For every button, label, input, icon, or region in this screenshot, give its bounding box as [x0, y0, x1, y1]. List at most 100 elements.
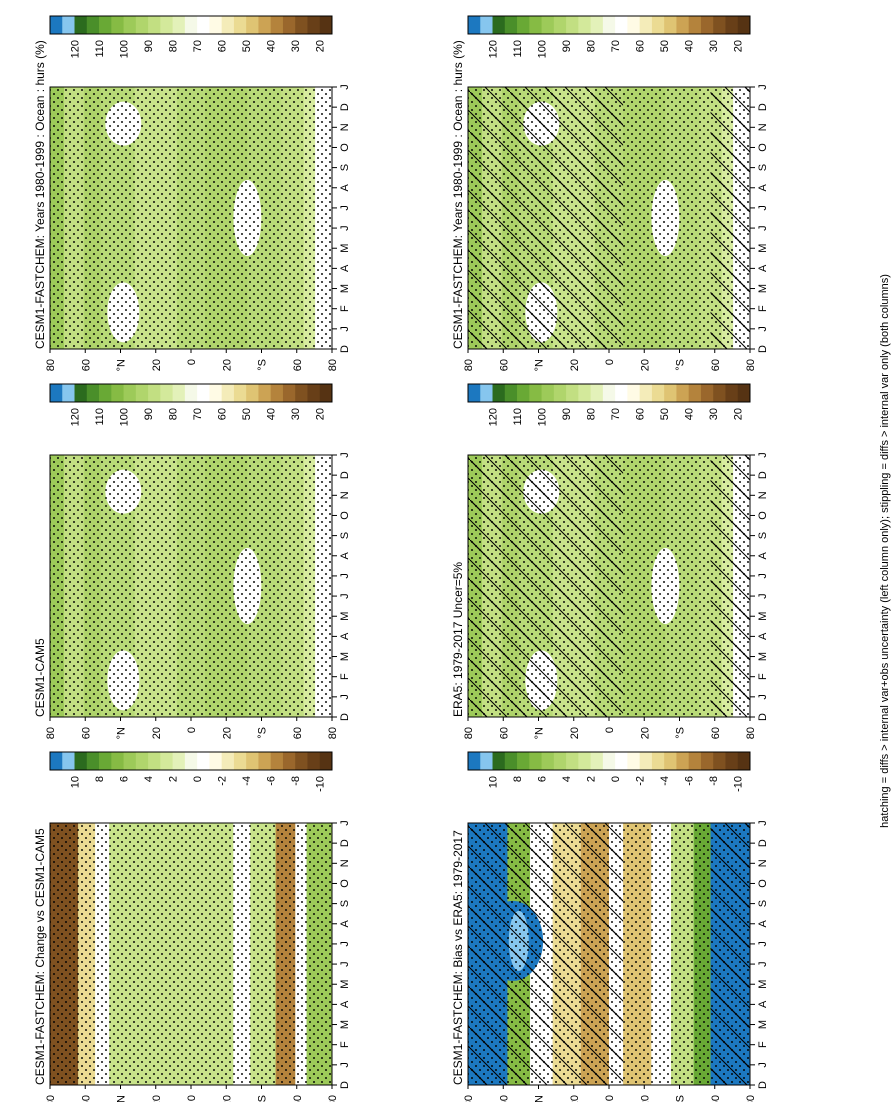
colorbar: 10 8 6 4 2 0 -2 -4 -6 -8 -10 — [49, 751, 333, 792]
colorbar-swatch — [246, 16, 259, 34]
colorbar-label: 90 — [561, 40, 573, 52]
month-tick-label: J — [339, 820, 351, 826]
month-tick-label: F — [339, 1041, 351, 1048]
month-tick-label: O — [757, 511, 769, 520]
month-tick-label: M — [757, 612, 769, 621]
lat-tick-label: °S — [257, 359, 269, 371]
lat-tick-label: 80 — [463, 359, 475, 371]
month-tick-label: J — [339, 205, 351, 211]
colorbar-swatch — [492, 16, 506, 34]
colorbar-swatch — [541, 384, 555, 402]
month-tick-label: J — [757, 225, 769, 231]
colorbar-swatch — [74, 752, 88, 770]
lat-tick-label: 0 — [186, 1095, 198, 1101]
stippling — [50, 823, 332, 1085]
colorbar-swatch — [319, 752, 333, 770]
colorbar-swatch — [504, 384, 518, 402]
colorbar-swatch — [86, 16, 100, 34]
month-tick-label: D — [339, 839, 351, 847]
colorbar-label: 120 — [488, 408, 500, 426]
colorbar-swatch — [135, 16, 149, 34]
colorbar-swatch — [615, 752, 628, 770]
colorbar-swatch — [270, 384, 284, 402]
lat-tick-label: 20 — [151, 727, 163, 739]
colorbar-swatch — [209, 752, 223, 770]
lat-tick-label: 60 — [292, 1095, 304, 1102]
colorbar-swatch — [74, 16, 88, 34]
colorbar-swatch — [700, 752, 714, 770]
lat-tick-label: 20 — [569, 1095, 581, 1102]
colorbar-swatch — [700, 16, 714, 34]
month-tick-label: F — [757, 305, 769, 312]
colorbar-label: 50 — [659, 40, 671, 52]
lat-tick-label: °N — [534, 359, 546, 371]
panel: D J F M A M J J A S O N D J 80 60 °N 20 0 20 °S 60 80 CESM1-FAS… — [451, 15, 769, 371]
month-tick-label: M — [757, 1020, 769, 1029]
colorbar-swatch — [651, 16, 665, 34]
lat-tick-label: °N — [116, 1095, 128, 1102]
colorbar-frame — [49, 15, 333, 35]
colorbar-swatch — [99, 384, 112, 402]
lat-tick-label: 0 — [604, 727, 616, 733]
lat-tick-label: 0 — [604, 1095, 616, 1101]
colorbar-swatch — [307, 752, 321, 770]
colorbar-swatch — [713, 384, 726, 402]
colorbar-swatch — [578, 752, 592, 770]
lat-tick-label: 80 — [745, 727, 757, 739]
colorbar-swatch — [307, 384, 321, 402]
colorbar: 120 110 100 90 80 70 60 50 40 30 20 — [49, 15, 333, 58]
colorbar-swatch — [627, 752, 641, 770]
colorbar-swatch — [99, 16, 112, 34]
colorbar-swatch — [468, 752, 481, 770]
lat-tick-label: 20 — [221, 727, 233, 739]
plot-area: D J F M A M J J A S O N D J 80 60 °N 20 0 20 °S 60 80 — [45, 452, 351, 739]
colorbar-label: 80 — [168, 408, 180, 420]
lat-tick-label: 20 — [151, 1095, 163, 1102]
colorbar-swatch — [74, 384, 88, 402]
colorbar-label: 60 — [217, 408, 229, 420]
month-tick-label: A — [757, 919, 769, 927]
colorbar-label: 110 — [512, 408, 524, 426]
hatching — [468, 455, 624, 717]
colorbar-swatch — [86, 752, 100, 770]
lat-tick-label: 80 — [463, 727, 475, 739]
lat-tick-label: 80 — [327, 727, 339, 739]
colorbar-swatch — [233, 384, 247, 402]
colorbar-label: 40 — [684, 408, 696, 420]
month-tick-label: J — [757, 452, 769, 458]
colorbar-swatch — [627, 16, 641, 34]
lat-tick-label: 60 — [710, 727, 722, 739]
month-tick-label: D — [757, 1081, 769, 1089]
colorbar-swatch — [737, 752, 751, 770]
month-tick-label: O — [339, 511, 351, 520]
month-tick-label: J — [339, 452, 351, 458]
colorbar-label: 40 — [266, 40, 278, 52]
colorbar-label: 70 — [192, 40, 204, 52]
month-tick-label: A — [757, 551, 769, 559]
month-tick-label: D — [339, 345, 351, 353]
colorbar-label: -6 — [266, 776, 278, 786]
panel: D J F M A M J J A S O N D J 80 60 °N 20 0 20 °S 60 80 CESM1-FAS… — [33, 15, 351, 371]
colorbar-swatch — [233, 752, 247, 770]
month-tick-label: O — [757, 143, 769, 152]
month-tick-label: J — [339, 326, 351, 332]
month-tick-label: M — [757, 284, 769, 293]
colorbar-swatch — [123, 16, 137, 34]
lat-tick-label: °S — [675, 359, 687, 371]
month-tick-label: J — [339, 573, 351, 579]
colorbar-label: 120 — [70, 408, 82, 426]
month-tick-label: J — [339, 593, 351, 599]
lat-tick-label: 60 — [292, 359, 304, 371]
colorbar-swatch — [700, 384, 714, 402]
colorbar-swatch — [184, 16, 198, 34]
colorbar-frame — [467, 15, 751, 35]
plot-area: D J F M A M J J A S O N D J 80 60 °N 20 0 20 °S 60 80 — [463, 452, 769, 739]
colorbar-swatch — [602, 16, 616, 34]
month-tick-label: F — [757, 673, 769, 680]
colorbar-swatch — [221, 384, 235, 402]
colorbar-swatch — [148, 16, 161, 34]
colorbar-label: 90 — [561, 408, 573, 420]
colorbar-label: -4 — [241, 776, 253, 786]
colorbar-label: 40 — [684, 40, 696, 52]
lat-tick-label: 0 — [186, 727, 198, 733]
